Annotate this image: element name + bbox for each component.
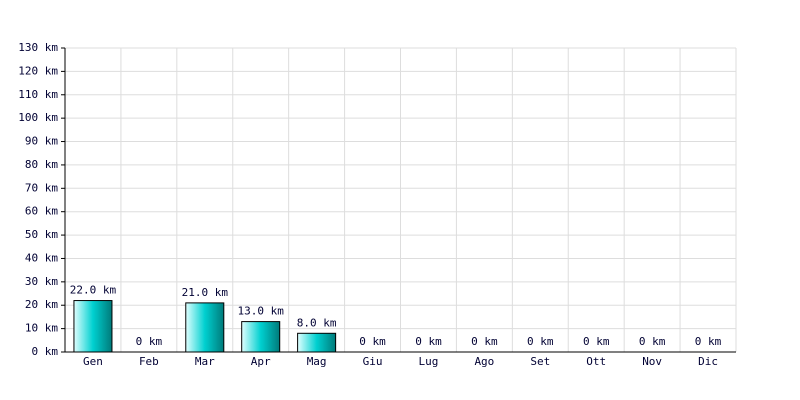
value-label: 0 km	[136, 335, 163, 348]
x-tick-label: Mag	[307, 355, 327, 368]
x-tick-label: Set	[530, 355, 550, 368]
value-label: 0 km	[695, 335, 722, 348]
y-tick-label: 70 km	[25, 181, 58, 194]
value-label: 21.0 km	[182, 286, 229, 299]
value-label: 0 km	[527, 335, 554, 348]
y-tick-label: 30 km	[25, 275, 58, 288]
y-tick-label: 60 km	[25, 205, 58, 218]
value-label: 0 km	[415, 335, 442, 348]
x-tick-label: Ott	[586, 355, 606, 368]
y-tick-label: 0 km	[32, 345, 59, 358]
y-tick-label: 100 km	[18, 111, 58, 124]
x-tick-label: Mar	[195, 355, 215, 368]
x-tick-label: Apr	[251, 355, 271, 368]
y-tick-label: 50 km	[25, 228, 58, 241]
value-label: 0 km	[359, 335, 386, 348]
bar	[73, 300, 113, 353]
y-tick-label: 40 km	[25, 251, 58, 264]
y-tick-label: 90 km	[25, 135, 58, 148]
bar	[241, 321, 281, 353]
bar	[297, 332, 337, 353]
x-tick-label: Nov	[642, 355, 662, 368]
x-tick-label: Dic	[698, 355, 718, 368]
x-tick-label: Giu	[363, 355, 383, 368]
x-tick-label: Gen	[83, 355, 103, 368]
y-tick-label: 130 km	[18, 41, 58, 54]
y-tick-label: 10 km	[25, 322, 58, 335]
value-label: 0 km	[471, 335, 498, 348]
y-tick-label: 80 km	[25, 158, 58, 171]
value-label: 13.0 km	[238, 305, 285, 318]
y-tick-label: 110 km	[18, 88, 58, 101]
y-tick-label: 120 km	[18, 64, 58, 77]
x-tick-label: Ago	[474, 355, 494, 368]
x-tick-label: Feb	[139, 355, 159, 368]
value-label: 0 km	[639, 335, 666, 348]
bar	[185, 302, 225, 353]
value-label: 22.0 km	[70, 284, 117, 297]
y-tick-label: 20 km	[25, 298, 58, 311]
value-label: 0 km	[583, 335, 610, 348]
value-label: 8.0 km	[297, 316, 337, 329]
x-tick-label: Lug	[419, 355, 439, 368]
